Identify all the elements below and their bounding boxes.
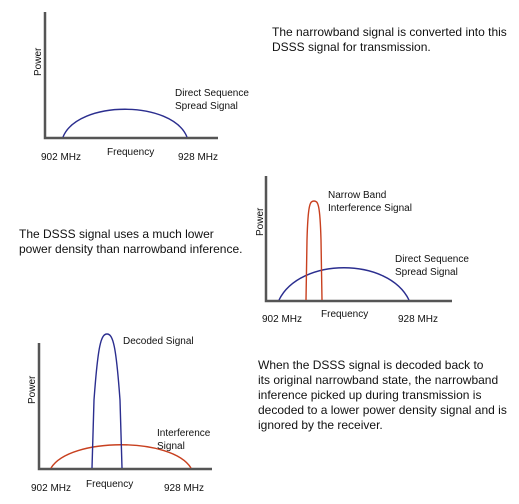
panel-3-description: When the DSSS signal is decoded back to … — [258, 358, 507, 433]
panel-3: Power 902 MHz Frequency 928 MHz Decoded … — [27, 333, 212, 494]
panel-3-axes — [37, 343, 212, 471]
panel-2-freq-high: 928 MHz — [398, 314, 438, 325]
panel-3-interference-label-line-2: Signal — [157, 441, 185, 452]
panel-1-xlabel: Frequency — [107, 147, 154, 158]
panel-3-freq-low: 902 MHz — [31, 483, 71, 494]
panel-2-axes — [264, 176, 452, 303]
panel-3-ylabel: Power — [27, 375, 38, 404]
panel-3-description-line: decoded to a lower power density signal … — [258, 403, 507, 417]
panel-2-xlabel: Frequency — [321, 309, 368, 320]
panel-3-description-line: ignored by the receiver. — [258, 418, 383, 432]
panel-1-description: The narrowband signal is converted into … — [272, 25, 507, 55]
panel-2-narrowband-interference-curve — [305, 200, 323, 301]
panel-1-freq-high: 928 MHz — [178, 152, 218, 163]
panel-3-interference-label-line-1: Interference — [157, 428, 211, 439]
panel-2-description-line: The DSSS signal uses a much lower — [19, 227, 214, 241]
panel-3-description-line: inference picked up during transmission … — [258, 388, 482, 402]
panel-2-ylabel: Power — [255, 207, 266, 236]
panel-2: Power 902 MHz Frequency 928 MHz Narrow B… — [255, 176, 469, 325]
panel-3-freq-high: 928 MHz — [164, 483, 204, 494]
panel-2-narrow-label-line-1: Narrow Band — [328, 190, 386, 201]
panel-1-curve-label-line-1: Direct Sequence — [175, 88, 249, 99]
panel-2-freq-low: 902 MHz — [262, 314, 302, 325]
panel-3-decoded-signal-curve — [91, 333, 123, 469]
panel-2-description: The DSSS signal uses a much lower power … — [19, 227, 242, 257]
panel-1: Power 902 MHz Frequency 928 MHz Direct S… — [33, 12, 249, 163]
panel-1-curve-label-line-2: Spread Signal — [175, 101, 238, 112]
panel-1-description-line: The narrowband signal is converted into … — [272, 25, 507, 39]
panel-2-narrow-label-line-2: Interference Signal — [328, 203, 412, 214]
panel-1-ylabel: Power — [33, 47, 44, 76]
panel-1-spread-signal-curve — [62, 108, 188, 138]
panel-2-description-line: power density than narrowband inference. — [19, 242, 243, 256]
panel-2-spread-label-line-1: Direct Sequence — [395, 254, 469, 265]
panel-2-spread-label-line-2: Spread Signal — [395, 267, 458, 278]
panel-2-spread-signal-curve — [278, 267, 410, 301]
panel-1-axes — [43, 12, 218, 140]
panel-3-decoded-label: Decoded Signal — [123, 336, 194, 347]
panel-1-freq-low: 902 MHz — [41, 152, 81, 163]
panel-3-description-line: When the DSSS signal is decoded back to — [258, 358, 484, 372]
panel-3-xlabel: Frequency — [86, 479, 133, 490]
panel-1-description-line: DSSS signal for transmission. — [272, 40, 431, 54]
panel-3-description-line: its original narrowband state, the narro… — [258, 373, 499, 387]
